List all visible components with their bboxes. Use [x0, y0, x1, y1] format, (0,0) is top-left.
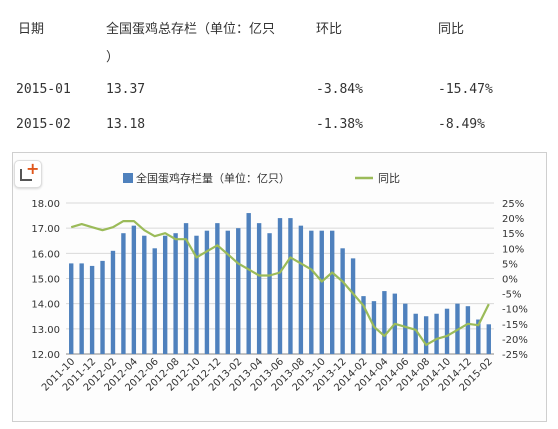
y-left-tick-label: 16.00 [31, 249, 60, 260]
y-right-tick-label: 0% [502, 275, 518, 286]
legend-bar-label: 全国蛋鸡存栏量（单位：亿只） [136, 171, 290, 185]
y-right-tick-label: -5% [502, 290, 521, 301]
bar [319, 230, 324, 354]
bar [89, 265, 95, 354]
bar [110, 250, 116, 354]
expand-chart-button[interactable]: + [14, 159, 42, 188]
bar [246, 213, 251, 354]
bar [476, 319, 481, 354]
bar [298, 225, 304, 354]
y-right-tick-label: 5% [502, 259, 518, 270]
legend-bar-swatch [123, 173, 133, 183]
row-2-stock: 13.18 [106, 117, 146, 132]
y-right-tick-label: -25% [502, 350, 528, 361]
row-1-date: 2015-01 [16, 82, 71, 97]
bar [69, 263, 74, 354]
header-mom: 环比 [316, 22, 343, 37]
bar [79, 263, 84, 354]
bar [267, 233, 272, 354]
bar [204, 230, 210, 354]
bar [403, 303, 408, 354]
row-2-yoy: -8.49% [438, 117, 485, 132]
bar [162, 235, 168, 354]
bar [423, 316, 429, 354]
bar [142, 235, 147, 354]
frame-icon [20, 169, 32, 181]
y-right-tick-label: 25% [502, 199, 524, 210]
y-right-tick-label: 15% [502, 229, 524, 240]
y-right-tick-label: 10% [502, 244, 524, 255]
bar [288, 218, 293, 354]
bar [225, 230, 230, 354]
bar [173, 233, 178, 354]
bar [444, 308, 450, 354]
plus-icon: + [26, 159, 40, 178]
y-right-tick-label: 20% [502, 214, 524, 225]
yoy-line [70, 220, 490, 346]
bar [413, 313, 418, 354]
bar [100, 260, 105, 354]
bar [309, 230, 314, 354]
header-stock-cont: ） [106, 50, 120, 65]
row-1-mom: -3.84% [316, 82, 363, 97]
row-2-date: 2015-02 [16, 117, 71, 132]
bar [236, 228, 241, 354]
bar [256, 223, 262, 354]
bar [340, 248, 345, 354]
bar [131, 225, 137, 354]
header-yoy: 同比 [438, 22, 465, 37]
bar [434, 313, 439, 354]
row-1-stock: 13.37 [106, 82, 146, 97]
y-left-tick-label: 13.00 [31, 325, 60, 336]
row-1-yoy: -15.47% [438, 82, 493, 97]
bar [361, 296, 366, 354]
bar [277, 218, 283, 354]
bar [183, 223, 189, 354]
bar [465, 306, 471, 354]
bar [215, 223, 220, 354]
y-left-tick-label: 18.00 [31, 199, 60, 210]
y-left-tick-label: 15.00 [31, 275, 60, 286]
bar [382, 291, 387, 354]
legend-line-label: 同比 [378, 172, 400, 185]
bar [330, 230, 335, 354]
y-left-tick-label: 12.00 [31, 350, 60, 361]
bar [486, 324, 491, 354]
header-stock: 全国蛋鸡总存栏（单位：亿只 [106, 22, 276, 37]
y-right-tick-label: -15% [502, 320, 528, 331]
y-right-tick-label: -20% [502, 335, 528, 346]
bar [152, 248, 157, 354]
y-right-tick-label: -10% [502, 305, 528, 316]
bar [121, 233, 126, 354]
bar [350, 258, 356, 354]
y-left-tick-label: 17.00 [31, 224, 60, 235]
header-date: 日期 [18, 22, 45, 37]
row-2-mom: -1.38% [316, 117, 363, 132]
y-left-tick-label: 14.00 [31, 300, 60, 311]
bar [194, 235, 199, 354]
